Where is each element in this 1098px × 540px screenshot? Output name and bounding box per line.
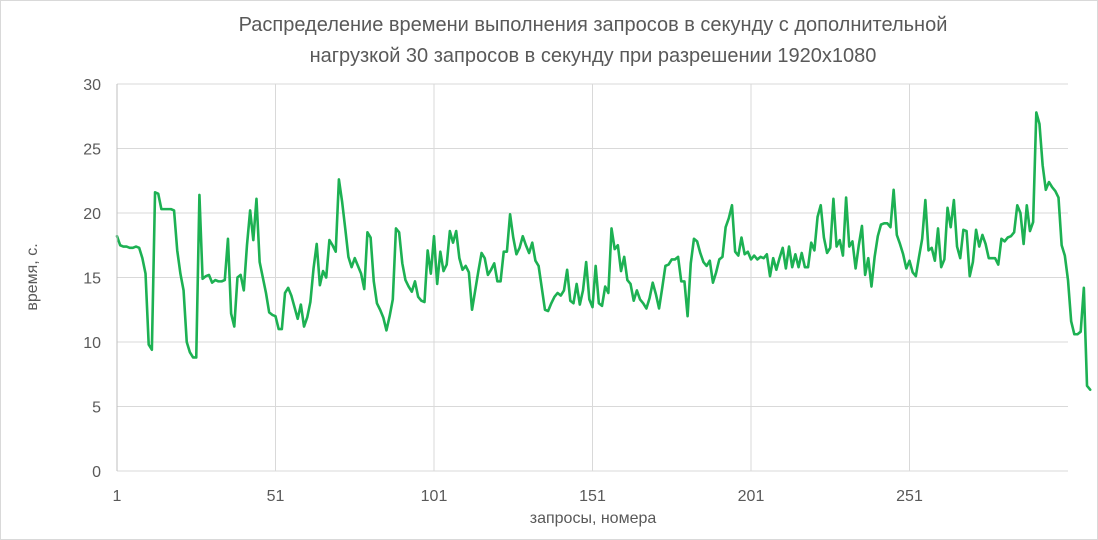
y-tick-label-30: 30 bbox=[83, 77, 101, 94]
x-tick-label-251: 251 bbox=[896, 488, 923, 505]
series-line-0 bbox=[115, 111, 1092, 392]
x-tick-label-1: 1 bbox=[113, 488, 122, 505]
y-tick-label-0: 0 bbox=[92, 464, 101, 481]
x-tick-label-101: 101 bbox=[421, 488, 448, 505]
y-axis-label: время, с. bbox=[24, 243, 41, 311]
chart-title-line-2: нагрузкой 30 запросов в секунду при разр… bbox=[309, 45, 877, 67]
y-tick-label-5: 5 bbox=[92, 400, 101, 417]
x-tick-label-151: 151 bbox=[579, 488, 606, 505]
y-tick-label-10: 10 bbox=[83, 335, 101, 352]
y-tick-label-25: 25 bbox=[83, 142, 101, 159]
gridlines bbox=[117, 83, 1068, 471]
series-layer bbox=[115, 111, 1092, 392]
axes bbox=[116, 84, 1068, 472]
x-tick-label-51: 51 bbox=[267, 488, 285, 505]
y-tick-label-15: 15 bbox=[83, 271, 101, 288]
x-axis-label: запросы, номера bbox=[529, 510, 657, 527]
y-tick-label-20: 20 bbox=[83, 206, 101, 223]
chart-title: Распределение времени выполнения запросо… bbox=[118, 10, 1068, 72]
x-tick-label-201: 201 bbox=[738, 488, 765, 505]
chart-title-line-1: Распределение времени выполнения запросо… bbox=[238, 14, 948, 36]
